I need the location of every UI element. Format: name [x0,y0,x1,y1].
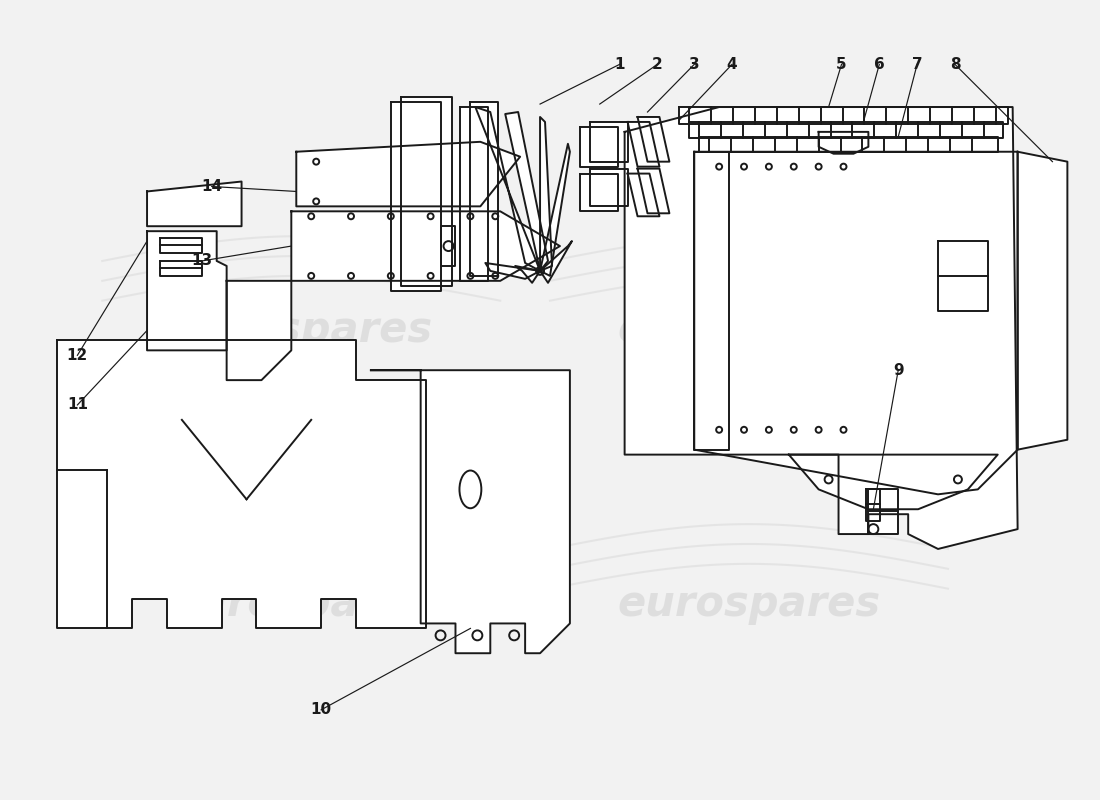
Polygon shape [292,211,560,281]
Polygon shape [580,174,618,211]
Polygon shape [441,226,455,266]
Polygon shape [400,97,452,286]
Text: 12: 12 [67,348,88,363]
Polygon shape [160,261,201,276]
Polygon shape [867,490,880,521]
Polygon shape [625,107,1018,549]
Polygon shape [789,454,998,510]
Polygon shape [461,107,488,281]
Polygon shape [680,107,1008,124]
Polygon shape [590,122,628,162]
Text: 6: 6 [874,57,884,72]
Text: eurospares: eurospares [169,582,432,625]
Polygon shape [628,174,659,216]
Text: 10: 10 [310,702,332,718]
Text: 2: 2 [652,57,663,72]
Polygon shape [540,241,572,283]
Text: 13: 13 [191,254,212,269]
Polygon shape [700,137,998,152]
Polygon shape [147,231,227,350]
Text: eurospares: eurospares [617,582,881,625]
Text: eurospares: eurospares [169,310,432,351]
Polygon shape [690,122,1003,138]
Polygon shape [868,490,899,534]
Text: 3: 3 [689,57,700,72]
Text: 5: 5 [836,57,847,72]
Text: 4: 4 [727,57,737,72]
Polygon shape [638,169,670,214]
Polygon shape [505,112,548,271]
Text: 1: 1 [615,57,625,72]
Polygon shape [390,102,441,290]
Polygon shape [694,152,729,450]
Polygon shape [580,127,618,166]
Polygon shape [938,241,988,310]
Text: 11: 11 [67,398,88,413]
Text: 8: 8 [949,57,960,72]
Text: 7: 7 [912,57,923,72]
Polygon shape [57,341,426,629]
Polygon shape [475,107,540,271]
Polygon shape [471,102,498,276]
Polygon shape [818,132,868,154]
Polygon shape [296,142,520,206]
Polygon shape [371,370,570,654]
Polygon shape [590,169,628,206]
Text: 14: 14 [201,179,222,194]
Polygon shape [540,117,552,271]
Polygon shape [515,266,540,283]
Polygon shape [638,117,670,162]
Polygon shape [147,182,242,226]
Text: 9: 9 [893,362,903,378]
Polygon shape [628,122,659,166]
Polygon shape [1018,152,1067,450]
Polygon shape [485,263,540,279]
Polygon shape [694,152,1018,494]
Polygon shape [227,281,292,380]
Polygon shape [540,144,570,276]
Text: eurospares: eurospares [617,310,881,351]
Polygon shape [160,238,201,253]
